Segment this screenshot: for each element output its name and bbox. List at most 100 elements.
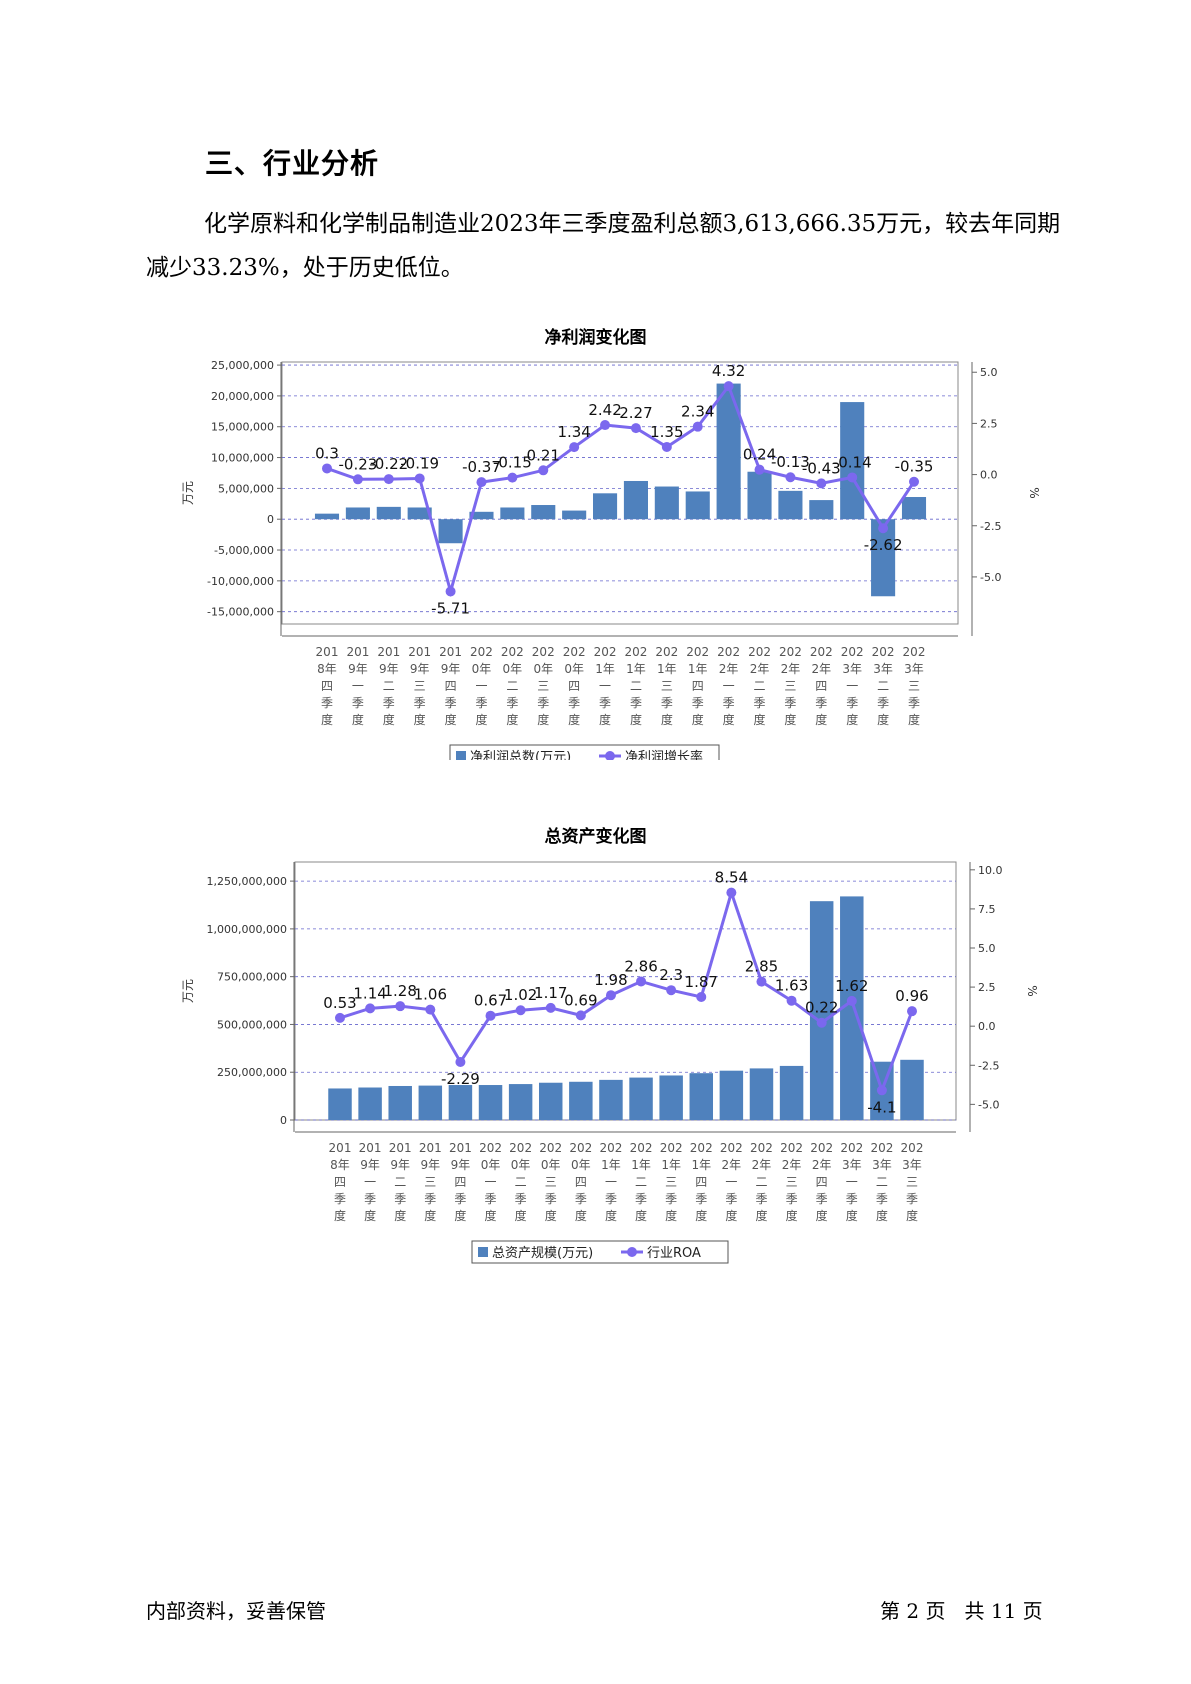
x-tick-label: 度 bbox=[876, 1208, 888, 1223]
x-tick-label: 度 bbox=[445, 712, 457, 727]
bar bbox=[716, 383, 741, 520]
x-tick-label: 0年 bbox=[511, 1158, 531, 1172]
bar bbox=[900, 1059, 924, 1120]
x-tick-label: 度 bbox=[754, 712, 766, 727]
x-tick-label: 季 bbox=[876, 1192, 888, 1206]
x-tick-label: 2年 bbox=[782, 1158, 802, 1172]
data-label: 0.67 bbox=[474, 992, 507, 1010]
data-label: 1.34 bbox=[557, 423, 590, 441]
x-tick-label: 2年 bbox=[719, 662, 739, 676]
bar bbox=[478, 1085, 503, 1120]
net-profit-chart: -15,000,000 -10,000,000 -5,000,000 0 5,000,0… bbox=[181, 359, 1041, 760]
x-tick-label: 度 bbox=[485, 1208, 497, 1223]
x-tick-label: 二 bbox=[755, 1175, 767, 1189]
x-tick-label: 202 bbox=[539, 1141, 562, 1155]
x-tick-label: 8年 bbox=[317, 662, 337, 676]
footer-page-number: 第 2 页 共 11 页 bbox=[880, 1599, 1043, 1623]
x-tick-label: 季 bbox=[692, 696, 704, 710]
line-point bbox=[335, 1012, 345, 1023]
x-tick-label: 度 bbox=[755, 1208, 767, 1223]
line-point bbox=[785, 472, 796, 483]
y-axis-label: 万元 bbox=[181, 979, 195, 1003]
line-point bbox=[726, 887, 737, 898]
line-point bbox=[365, 1003, 376, 1014]
x-tick-label: 一 bbox=[364, 1175, 376, 1189]
x-tick-label: 季 bbox=[352, 696, 364, 710]
x-tick-label: 202 bbox=[630, 1141, 653, 1155]
x-tick-label: 3年 bbox=[842, 1158, 862, 1172]
x-tick-label: 季 bbox=[786, 1192, 798, 1206]
x-tick-label: 三 bbox=[906, 1175, 918, 1189]
x-tick-label: 202 bbox=[872, 645, 895, 659]
x-tick-label: 202 bbox=[599, 1141, 622, 1155]
x-tick-label: 度 bbox=[545, 1208, 557, 1223]
y-axis-label: 万元 bbox=[181, 481, 195, 505]
x-tick-label: 三 bbox=[661, 679, 673, 693]
line-point bbox=[507, 472, 518, 483]
x-tick-label: 度 bbox=[816, 1208, 828, 1223]
x-tick-label: 202 bbox=[594, 645, 617, 659]
bar bbox=[593, 493, 618, 520]
x-tick-label: 三 bbox=[786, 1175, 798, 1189]
x-tick-label: 0年 bbox=[472, 662, 492, 676]
legend bbox=[471, 1240, 729, 1264]
x-tick-label: 2年 bbox=[750, 662, 770, 676]
line-point bbox=[786, 995, 797, 1006]
data-label: -0.19 bbox=[400, 454, 439, 472]
x-tick-label: 3年 bbox=[842, 662, 862, 676]
bar bbox=[314, 513, 340, 520]
x-tick-label: 季 bbox=[630, 696, 642, 710]
x-tick-label: 度 bbox=[575, 1208, 587, 1223]
y2-axis-label: % bbox=[1025, 985, 1039, 996]
data-label: 2.34 bbox=[681, 403, 714, 421]
data-label: 0.21 bbox=[527, 446, 560, 464]
line-point bbox=[445, 586, 456, 597]
bar bbox=[623, 480, 648, 520]
legend-label-line: 净利润增长率 bbox=[625, 749, 703, 760]
x-tick-label: 3年 bbox=[872, 1158, 892, 1172]
x-tick-label: 202 bbox=[470, 645, 493, 659]
y-tick-label: 15,000,000 bbox=[211, 421, 274, 434]
y-tick-label: 1,000,000,000 bbox=[207, 923, 287, 936]
x-tick-label: 202 bbox=[903, 645, 926, 659]
line-point bbox=[636, 976, 647, 987]
x-tick-label: 二 bbox=[515, 1175, 527, 1189]
x-tick-label: 度 bbox=[695, 1208, 707, 1223]
line-point bbox=[846, 995, 857, 1006]
analysis-text: 化学原料和化学制品制造业2023年三季度盈利总额3,613,666.35万元，较… bbox=[146, 211, 1061, 281]
x-tick-label: 度 bbox=[537, 712, 549, 727]
x-tick-label: 季 bbox=[545, 1192, 557, 1206]
x-tick-label: 3年 bbox=[902, 1158, 922, 1172]
x-tick-label: 二 bbox=[877, 679, 889, 693]
bar bbox=[654, 486, 679, 520]
x-tick-label: 季 bbox=[383, 696, 395, 710]
x-tick-label: 一 bbox=[599, 679, 611, 693]
x-tick-label: 201 bbox=[408, 645, 431, 659]
line-point bbox=[816, 478, 827, 489]
data-label: 1.06 bbox=[414, 986, 447, 1004]
x-tick-label: 三 bbox=[537, 679, 549, 693]
line-point bbox=[352, 474, 363, 485]
line-point bbox=[605, 990, 616, 1001]
data-label: 0.69 bbox=[564, 991, 597, 1009]
x-tick-label: 度 bbox=[424, 1208, 436, 1223]
legend-swatch-point bbox=[605, 751, 615, 760]
x-tick-label: 季 bbox=[635, 1192, 647, 1206]
x-tick-label: 3年 bbox=[904, 662, 924, 676]
y2-tick-label: -2.5 bbox=[978, 1059, 999, 1072]
y-tick-label: -5,000,000 bbox=[214, 544, 274, 557]
data-label: 2.42 bbox=[588, 401, 621, 419]
line-point bbox=[455, 1056, 466, 1067]
line-point bbox=[723, 381, 734, 392]
line-point bbox=[538, 465, 549, 476]
x-tick-label: 一 bbox=[475, 679, 487, 693]
y2-tick-label: 2.5 bbox=[980, 417, 998, 430]
x-tick-label: 季 bbox=[908, 696, 920, 710]
data-label: 1.62 bbox=[835, 977, 868, 995]
x-tick-label: 度 bbox=[475, 712, 487, 727]
x-tick-label: 201 bbox=[377, 645, 400, 659]
x-tick-label: 1年 bbox=[601, 1158, 621, 1172]
data-label: 1.87 bbox=[685, 973, 718, 991]
x-tick-label: 季 bbox=[695, 1192, 707, 1206]
data-label: -0.22 bbox=[369, 455, 408, 473]
